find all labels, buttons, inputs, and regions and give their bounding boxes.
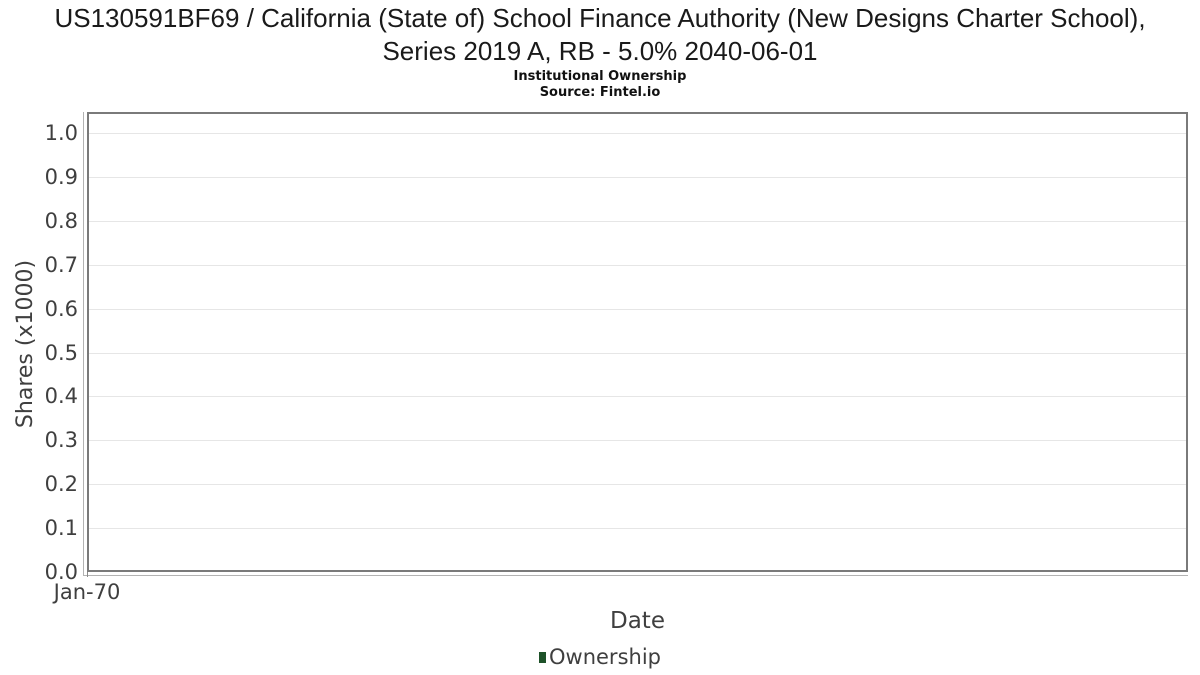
y-tick-label-0.1: 0.1 [44, 516, 78, 540]
y-tick-label-0.0: 0.0 [44, 560, 78, 584]
y-tick-label-0.8: 0.8 [44, 209, 78, 233]
x-tick-label-jan70: Jan-70 [53, 580, 121, 604]
y-axis-tick-line [83, 112, 84, 576]
plot-area [87, 112, 1188, 572]
y-tick-label-0.3: 0.3 [44, 428, 78, 452]
chart-source-credit: Source: Fintel.io [539, 85, 661, 100]
gridline-0.6 [89, 309, 1186, 310]
chart-legend: Ownership [0, 645, 1200, 669]
x-axis-title: Date [610, 608, 665, 634]
legend-marker-icon [539, 651, 546, 663]
y-tick-label-0.2: 0.2 [44, 472, 78, 496]
chart-title: US130591BF69 / California (State of) Sch… [54, 3, 1146, 66]
x-tick-mark-jan70 [87, 572, 88, 577]
y-tick-label-0.4: 0.4 [44, 384, 78, 408]
gridline-1.0 [89, 133, 1186, 134]
y-tick-label-0.9: 0.9 [44, 165, 78, 189]
y-tick-label-0.7: 0.7 [44, 253, 78, 277]
y-tick-label-1.0: 1.0 [44, 121, 78, 145]
chart-subtitle: Institutional Ownership [513, 69, 687, 84]
gridline-0.1 [89, 528, 1186, 529]
gridline-0.5 [89, 353, 1186, 354]
x-axis-tick-line [83, 575, 1188, 576]
gridline-0.9 [89, 177, 1186, 178]
gridline-0.4 [89, 396, 1186, 397]
y-tick-label-0.6: 0.6 [44, 297, 78, 321]
gridline-0.8 [89, 221, 1186, 222]
legend-label: Ownership [549, 645, 661, 669]
gridline-0.2 [89, 484, 1186, 485]
legend-item-ownership[interactable]: Ownership [539, 645, 661, 669]
gridline-0.7 [89, 265, 1186, 266]
y-tick-label-0.5: 0.5 [44, 341, 78, 365]
gridline-0.3 [89, 440, 1186, 441]
